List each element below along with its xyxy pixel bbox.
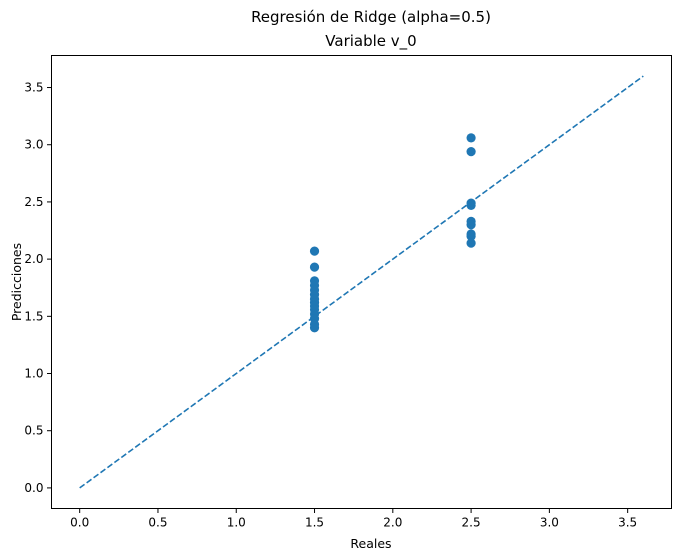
x-tick-label: 2.0 — [383, 516, 402, 530]
chart-subtitle: Variable v_0 — [325, 32, 416, 51]
y-tick-label: 3.5 — [24, 81, 43, 95]
x-axis: 0.0 0.5 1.0 1.5 2.0 2.5 3.0 3.5 — [70, 508, 637, 530]
data-point — [466, 238, 476, 248]
y-axis-label: Predicciones — [9, 243, 24, 321]
reference-line — [79, 75, 644, 489]
y-tick-label: 3.0 — [24, 138, 43, 152]
data-point — [466, 146, 476, 157]
x-tick-label: 3.0 — [540, 516, 559, 530]
data-point — [309, 246, 320, 256]
axes-frame — [51, 55, 672, 509]
x-tick-label: 2.5 — [462, 516, 481, 530]
data-point — [309, 323, 320, 333]
data-point — [466, 220, 476, 230]
y-tick-label: 2.0 — [24, 252, 43, 266]
x-tick-label: 0.0 — [70, 516, 89, 530]
y-axis: 0.0 0.5 1.0 1.5 2.0 2.5 3.0 3.5 — [24, 81, 52, 495]
y-tick-label: 0.5 — [24, 424, 43, 438]
x-tick-label: 3.5 — [618, 516, 637, 530]
x-axis-label: Reales — [350, 536, 391, 551]
y-tick-label: 0.0 — [24, 481, 43, 495]
y-tick-label: 1.0 — [24, 367, 43, 381]
plot-area — [79, 75, 644, 489]
data-point — [309, 262, 320, 272]
chart-title: Regresión de Ridge (alpha=0.5) — [251, 8, 491, 26]
x-tick-label: 1.5 — [305, 516, 324, 530]
y-tick-label: 1.5 — [24, 309, 43, 323]
x-tick-label: 1.0 — [227, 516, 246, 530]
y-tick-label: 2.5 — [24, 195, 43, 209]
x-tick-label: 0.5 — [148, 516, 167, 530]
data-point — [466, 133, 476, 143]
data-point — [466, 231, 476, 241]
data-point — [466, 200, 476, 210]
